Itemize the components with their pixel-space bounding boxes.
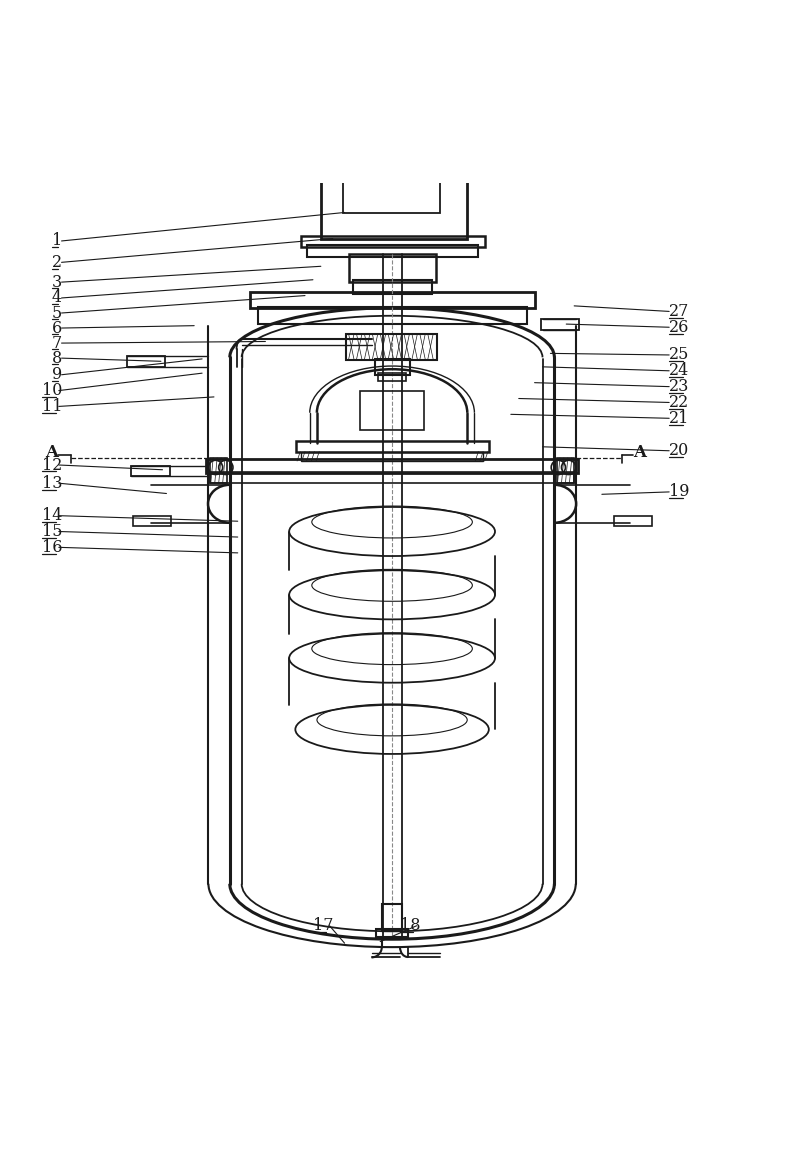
Bar: [361, 390, 424, 430]
Text: 17: 17: [313, 917, 334, 935]
Bar: [376, 929, 408, 937]
Bar: [374, 359, 410, 375]
Bar: [210, 457, 227, 483]
Text: 10: 10: [42, 382, 62, 400]
Text: A: A: [46, 444, 58, 461]
Bar: [206, 459, 578, 472]
Text: 14: 14: [42, 507, 62, 525]
Text: 25: 25: [669, 346, 690, 364]
Bar: [127, 356, 165, 367]
Text: 22: 22: [669, 394, 690, 411]
Bar: [306, 244, 478, 257]
Bar: [349, 255, 436, 283]
Bar: [301, 452, 483, 461]
Bar: [295, 441, 489, 453]
Bar: [131, 466, 170, 476]
Bar: [321, 147, 467, 239]
Text: 2: 2: [52, 254, 62, 271]
Text: 18: 18: [400, 917, 421, 935]
Bar: [134, 515, 171, 526]
Text: 6: 6: [52, 320, 62, 337]
Text: 1: 1: [52, 233, 62, 249]
Bar: [258, 308, 526, 324]
Bar: [614, 515, 652, 526]
Bar: [541, 318, 579, 330]
Text: 5: 5: [52, 305, 62, 322]
Text: 26: 26: [669, 318, 690, 336]
Text: 20: 20: [669, 442, 690, 460]
Text: 24: 24: [669, 362, 690, 380]
Text: 16: 16: [42, 538, 62, 556]
Bar: [250, 293, 534, 308]
Text: A: A: [634, 444, 646, 461]
Text: 4: 4: [52, 290, 62, 307]
Text: 15: 15: [42, 523, 62, 540]
Bar: [353, 280, 432, 294]
Text: 23: 23: [669, 379, 690, 395]
Text: 3: 3: [52, 273, 62, 291]
Text: 7: 7: [52, 335, 62, 352]
Bar: [301, 236, 485, 247]
Text: 21: 21: [669, 410, 690, 427]
Text: 13: 13: [42, 475, 62, 492]
Bar: [378, 373, 406, 381]
Text: 27: 27: [669, 303, 690, 320]
Bar: [346, 334, 438, 360]
Text: 8: 8: [52, 350, 62, 367]
Text: 12: 12: [42, 456, 62, 474]
Text: 11: 11: [42, 398, 62, 415]
Bar: [557, 457, 574, 483]
Text: 9: 9: [52, 366, 62, 383]
Bar: [210, 472, 574, 483]
Bar: [343, 162, 440, 213]
Bar: [382, 903, 402, 931]
Text: 19: 19: [669, 483, 690, 500]
